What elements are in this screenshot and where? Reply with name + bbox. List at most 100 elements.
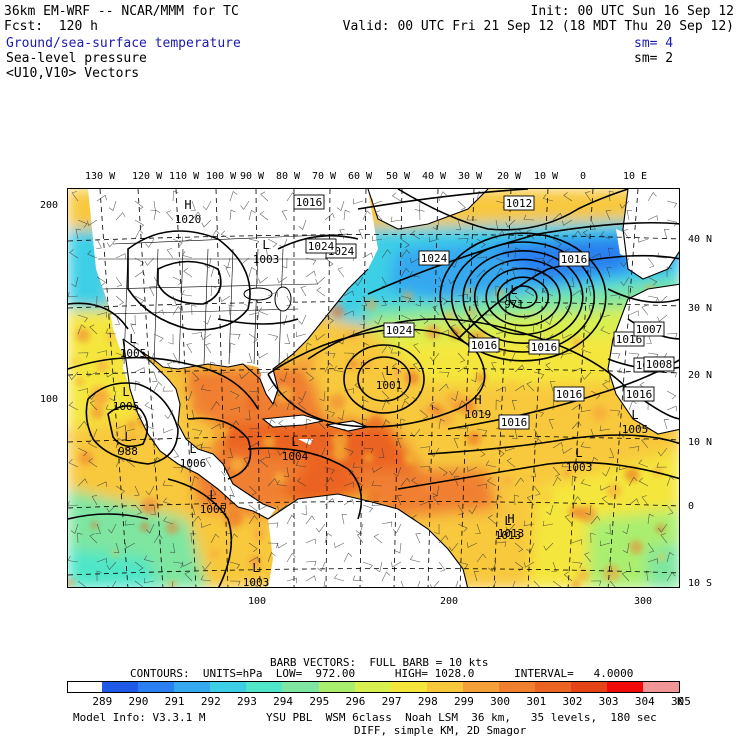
wind-barb — [552, 238, 563, 248]
wind-barb — [514, 477, 524, 487]
wind-barb — [622, 542, 630, 554]
wind-barb — [243, 457, 250, 468]
svg-text:L: L — [122, 385, 129, 399]
wind-barb — [620, 428, 630, 438]
wind-barb — [563, 571, 573, 582]
wind-barb — [495, 285, 501, 297]
wind-barb — [580, 406, 592, 413]
svg-text:H: H — [184, 198, 191, 212]
scale-swatch — [462, 682, 499, 692]
wind-barb — [205, 457, 212, 468]
wind-barb — [339, 229, 345, 240]
wind-barb — [590, 580, 602, 586]
wind-barb — [153, 437, 160, 449]
wind-barb — [620, 257, 630, 268]
wind-barb — [186, 343, 193, 354]
wind-barb — [228, 304, 234, 316]
wind-barb — [514, 247, 521, 259]
wind-barb — [609, 409, 621, 416]
wind-barb — [590, 456, 599, 468]
wind-barb — [184, 571, 193, 582]
wind-barb — [361, 418, 368, 430]
wind-barb — [305, 560, 317, 567]
wind-barb — [68, 555, 79, 563]
wind-barb — [549, 381, 556, 392]
wind-barb — [552, 212, 563, 221]
wind-barb — [152, 371, 158, 382]
wind-barb — [546, 504, 554, 516]
svg-text:L: L — [385, 364, 392, 378]
wind-barb — [145, 238, 155, 248]
wind-barb — [411, 477, 421, 487]
wind-barb — [150, 504, 156, 516]
wind-barb — [410, 257, 421, 264]
wind-barb — [126, 457, 136, 468]
wind-barb — [352, 329, 364, 336]
wind-barb — [628, 352, 640, 359]
wind-barb — [229, 533, 239, 544]
wind-barb — [204, 257, 212, 269]
wind-barb — [552, 476, 562, 487]
wind-barb — [400, 249, 410, 259]
scale-value: 293 — [237, 695, 257, 708]
wind-barb — [229, 191, 238, 202]
wind-barb — [476, 238, 486, 248]
svg-text:1016: 1016 — [556, 388, 583, 401]
wind-barb — [181, 289, 193, 297]
wind-barb — [390, 348, 402, 354]
wind-barb — [68, 458, 79, 468]
wind-barb — [526, 229, 535, 240]
wind-barb — [552, 442, 563, 449]
wind-barb — [647, 215, 658, 221]
wind-barb — [505, 445, 516, 452]
wind-barb — [258, 504, 269, 511]
wind-barb — [134, 504, 143, 515]
wind-barb — [666, 405, 677, 412]
wind-barb — [514, 228, 521, 240]
wind-barb — [267, 383, 278, 392]
wind-barb — [115, 253, 126, 259]
wind-barb — [588, 285, 594, 297]
wind-barb — [89, 533, 98, 544]
wind-barb — [87, 219, 98, 226]
wind-barb — [476, 553, 487, 563]
wind-barb — [457, 200, 466, 211]
wind-barb — [125, 542, 136, 549]
wind-barb — [396, 495, 403, 506]
wind-barb — [115, 276, 123, 287]
wind-barb — [153, 309, 164, 316]
wind-barb — [657, 295, 668, 304]
wind-barb — [267, 552, 276, 563]
wind-barb — [115, 437, 123, 449]
wind-barb — [571, 230, 582, 240]
wind-barb — [281, 210, 288, 221]
lon-label: 100 W — [206, 171, 237, 182]
wind-barb — [134, 229, 144, 240]
svg-text:1016: 1016 — [626, 388, 653, 401]
scale-swatch — [174, 682, 211, 692]
wind-barb — [666, 219, 678, 227]
wind-barb — [343, 388, 355, 394]
wind-barb — [77, 314, 88, 323]
wind-barb — [210, 533, 220, 544]
lon-label: 120 W — [132, 171, 163, 182]
wind-barb — [571, 420, 582, 430]
lon-label: 90 W — [240, 171, 265, 182]
wind-barb — [533, 428, 540, 439]
wind-barb — [163, 516, 174, 525]
scale-swatch — [606, 682, 643, 692]
wind-barb — [258, 352, 269, 359]
wind-barb — [457, 427, 469, 433]
wind-barb — [265, 247, 272, 259]
wind-barb — [438, 383, 449, 392]
wind-barb — [400, 267, 410, 278]
wind-barb — [432, 305, 440, 316]
wind-barb — [505, 219, 516, 228]
wind-barb — [511, 400, 518, 411]
wind-barb — [298, 390, 307, 401]
wind-barb — [134, 380, 141, 392]
wind-barb — [324, 362, 334, 373]
wind-barb — [487, 514, 497, 525]
wind-barb — [115, 485, 126, 495]
